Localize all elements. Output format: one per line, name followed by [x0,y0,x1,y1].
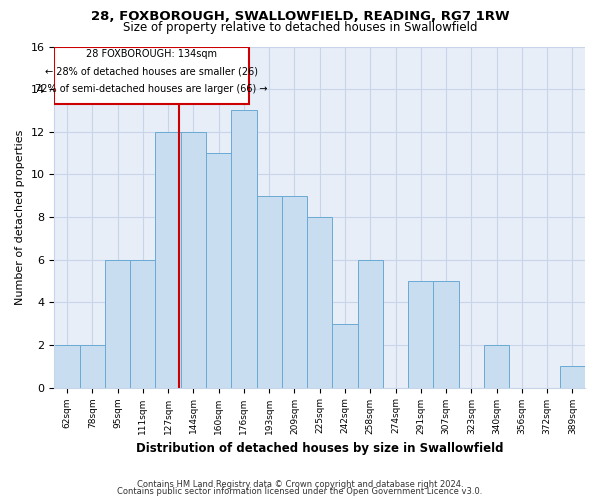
Bar [282,196,307,388]
Bar [408,281,433,388]
Bar [484,345,509,388]
X-axis label: Distribution of detached houses by size in Swallowfield: Distribution of detached houses by size … [136,442,503,455]
Bar [155,132,181,388]
Text: Contains public sector information licensed under the Open Government Licence v3: Contains public sector information licen… [118,487,482,496]
Text: 72% of semi-detached houses are larger (66) →: 72% of semi-detached houses are larger (… [35,84,268,94]
Bar [358,260,383,388]
Bar [332,324,358,388]
FancyBboxPatch shape [55,46,249,104]
Text: Contains HM Land Registry data © Crown copyright and database right 2024.: Contains HM Land Registry data © Crown c… [137,480,463,489]
Bar [181,132,206,388]
Y-axis label: Number of detached properties: Number of detached properties [15,130,25,304]
Text: ← 28% of detached houses are smaller (26): ← 28% of detached houses are smaller (26… [45,66,258,76]
Bar [560,366,585,388]
Bar [307,217,332,388]
Bar [231,110,257,388]
Text: 28, FOXBOROUGH, SWALLOWFIELD, READING, RG7 1RW: 28, FOXBOROUGH, SWALLOWFIELD, READING, R… [91,10,509,23]
Bar [130,260,155,388]
Bar [80,345,105,388]
Text: 28 FOXBOROUGH: 134sqm: 28 FOXBOROUGH: 134sqm [86,49,217,59]
Bar [257,196,282,388]
Bar [55,345,80,388]
Bar [105,260,130,388]
Text: Size of property relative to detached houses in Swallowfield: Size of property relative to detached ho… [123,22,477,35]
Bar [206,153,231,388]
Bar [433,281,458,388]
